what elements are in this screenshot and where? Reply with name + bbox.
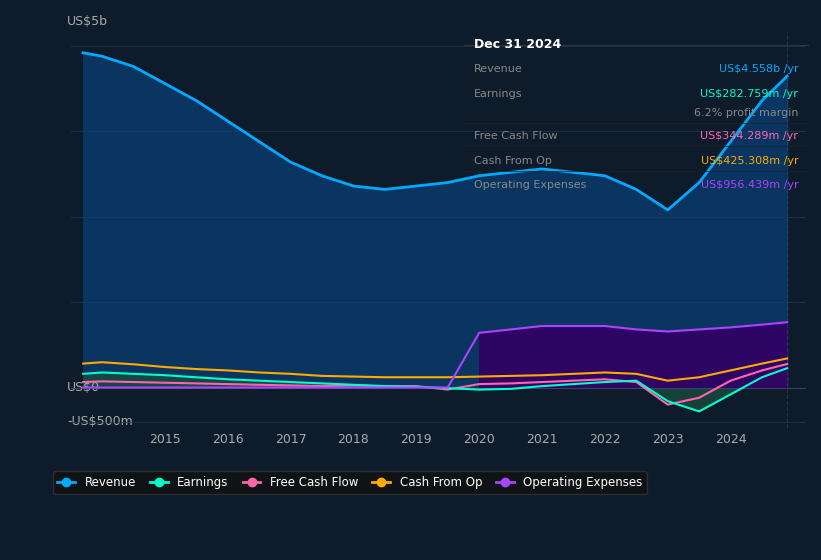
Text: 6.2% profit margin: 6.2% profit margin	[694, 108, 798, 118]
Text: Cash From Op: Cash From Op	[475, 156, 552, 166]
Text: US$344.289m /yr: US$344.289m /yr	[700, 131, 798, 141]
Text: Revenue: Revenue	[475, 64, 523, 74]
Text: Free Cash Flow: Free Cash Flow	[475, 131, 557, 141]
Text: Earnings: Earnings	[475, 89, 523, 99]
Legend: Revenue, Earnings, Free Cash Flow, Cash From Op, Operating Expenses: Revenue, Earnings, Free Cash Flow, Cash …	[53, 472, 648, 494]
Text: US$5b: US$5b	[67, 15, 108, 29]
Text: US$0: US$0	[67, 381, 100, 394]
Text: Operating Expenses: Operating Expenses	[475, 180, 586, 190]
Text: US$425.308m /yr: US$425.308m /yr	[700, 156, 798, 166]
Text: US$282.759m /yr: US$282.759m /yr	[700, 89, 798, 99]
Text: Dec 31 2024: Dec 31 2024	[475, 38, 562, 50]
Text: -US$500m: -US$500m	[67, 415, 133, 428]
Text: US$956.439m /yr: US$956.439m /yr	[700, 180, 798, 190]
Text: US$4.558b /yr: US$4.558b /yr	[718, 64, 798, 74]
